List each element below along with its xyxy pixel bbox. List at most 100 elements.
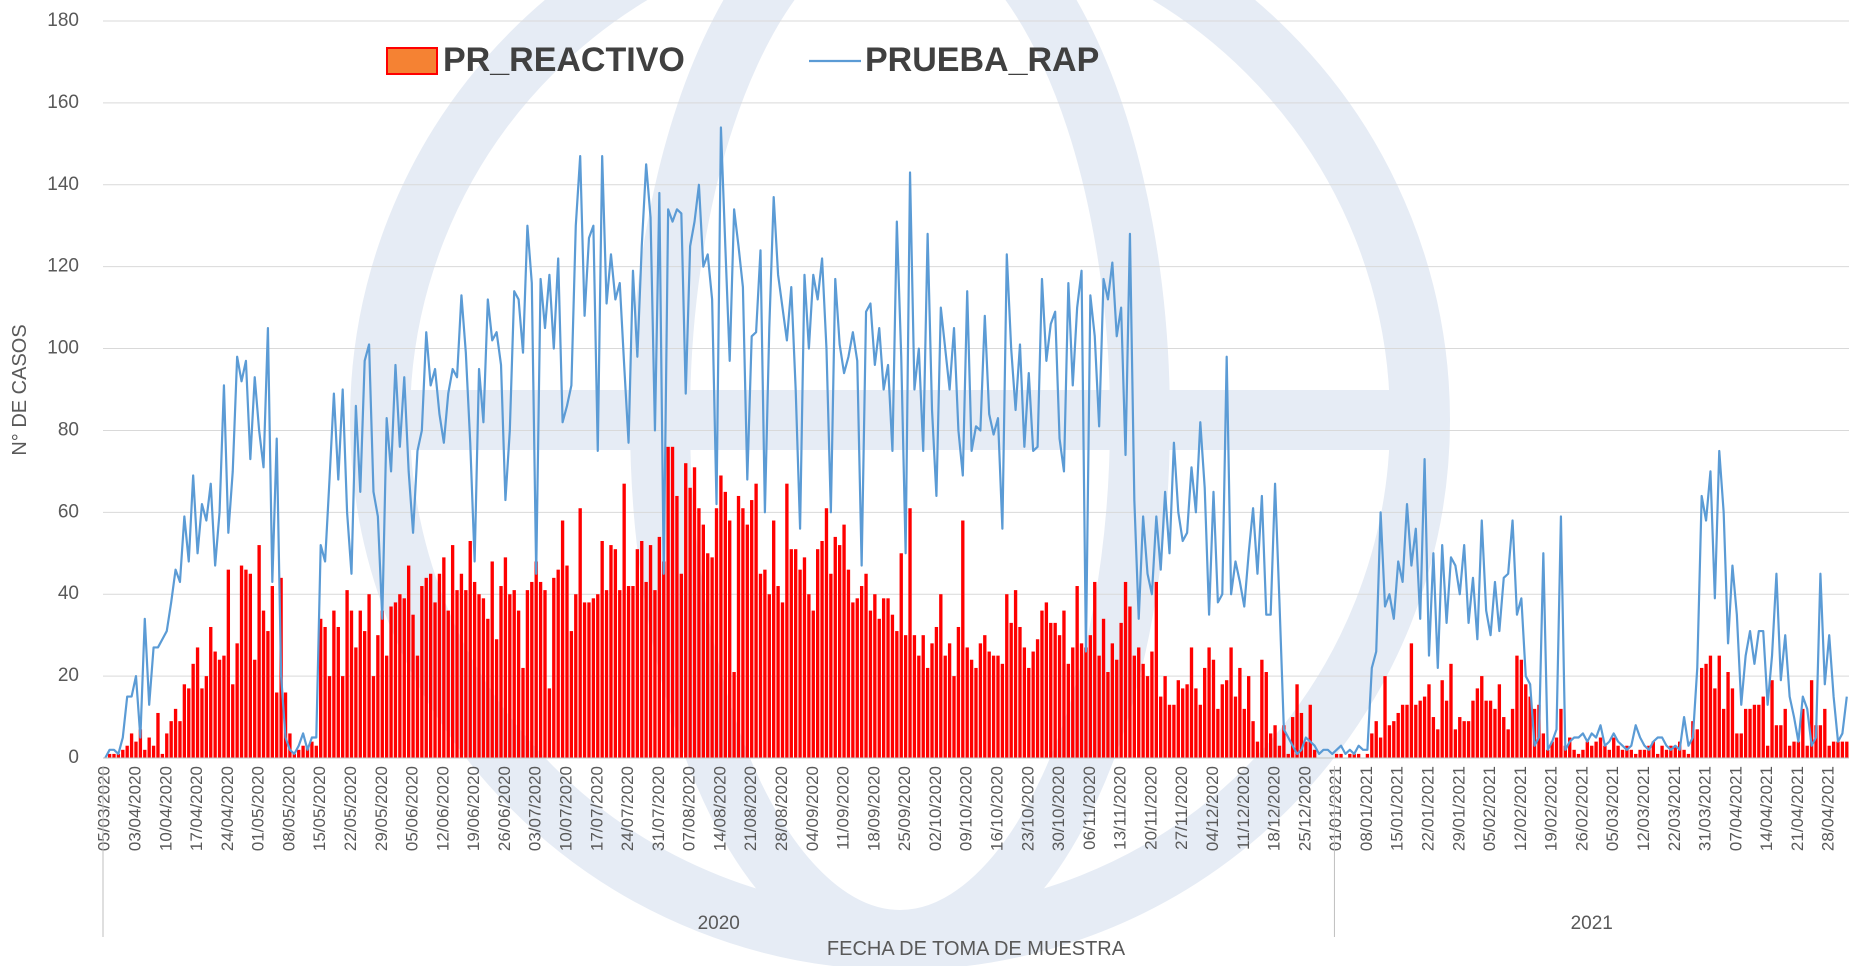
bar: [112, 753, 116, 758]
bar: [996, 655, 1000, 758]
bar: [1757, 704, 1761, 758]
bar: [1022, 647, 1027, 758]
x-tick-label: 29/01/2021: [1449, 766, 1468, 851]
x-tick-label: 28/08/2020: [772, 766, 791, 851]
bar: [1726, 672, 1730, 758]
bar: [613, 549, 618, 758]
bar: [1484, 700, 1488, 758]
bar: [780, 602, 785, 758]
bar: [525, 590, 530, 758]
bar: [1717, 655, 1721, 758]
bar: [846, 569, 851, 758]
bar: [1189, 647, 1194, 758]
bar: [1071, 647, 1075, 758]
bar: [380, 610, 384, 758]
x-tick-label: 07/04/2021: [1726, 766, 1745, 851]
bar: [354, 647, 358, 758]
bar: [204, 676, 209, 758]
bar: [1739, 733, 1743, 758]
x-tick-label: 05/03/2021: [1603, 766, 1622, 851]
bar: [1268, 733, 1273, 758]
bar: [1805, 745, 1809, 758]
bar: [200, 688, 204, 758]
bar: [512, 590, 516, 758]
bar: [420, 586, 424, 758]
bar: [323, 626, 327, 758]
x-tick-label: 21/04/2021: [1788, 766, 1807, 851]
bar: [723, 491, 727, 758]
bar: [820, 540, 824, 758]
x-tick-label: 22/05/2020: [341, 766, 360, 851]
bar: [794, 549, 798, 758]
bar: [275, 692, 279, 758]
bar: [1629, 749, 1633, 758]
x-tick-label: 15/01/2021: [1388, 766, 1407, 851]
bar: [1123, 581, 1128, 758]
bar: [499, 586, 503, 758]
bar: [934, 626, 939, 758]
bar: [1000, 663, 1005, 758]
bar: [1057, 635, 1062, 758]
bar: [741, 508, 745, 758]
bar: [358, 610, 362, 758]
bar: [450, 545, 455, 758]
bar: [1211, 659, 1216, 758]
x-tick-label: 11/09/2020: [834, 766, 853, 850]
bar: [956, 626, 961, 758]
bar: [604, 590, 609, 758]
x-tick-label: 24/07/2020: [618, 766, 637, 851]
x-tick-label: 11/12/2020: [1234, 766, 1253, 850]
bar: [578, 508, 582, 758]
bar: [1119, 622, 1123, 758]
bar: [1018, 626, 1022, 758]
bar: [859, 586, 864, 758]
bar: [341, 676, 345, 758]
bar: [851, 602, 855, 758]
bar: [160, 753, 165, 758]
bar: [459, 573, 464, 758]
bar: [1273, 725, 1277, 758]
bar: [903, 635, 908, 758]
x-tick-label: 22/03/2021: [1665, 766, 1684, 851]
bar: [1581, 749, 1585, 758]
group-label: 2020: [698, 913, 740, 934]
bar: [1563, 745, 1568, 758]
bar: [591, 598, 596, 758]
bar: [1831, 741, 1836, 758]
legend-swatch: [386, 47, 438, 75]
bar: [1801, 708, 1805, 758]
y-tick-label: 40: [58, 583, 79, 604]
bar: [1743, 708, 1748, 758]
bar: [464, 590, 468, 758]
bar: [1247, 676, 1251, 758]
bar: [947, 643, 952, 758]
bar: [565, 565, 569, 758]
bar: [178, 721, 182, 758]
x-tick-label: 21/08/2020: [741, 766, 760, 851]
bar: [824, 508, 829, 758]
x-tick-label: 18/12/2020: [1265, 766, 1284, 851]
bar: [1840, 741, 1845, 758]
bar: [248, 573, 253, 758]
bar: [1488, 700, 1493, 758]
bar: [411, 614, 415, 758]
bar: [1154, 581, 1158, 758]
x-tick-label: 28/04/2021: [1819, 766, 1838, 851]
bar: [538, 581, 543, 758]
bar: [609, 545, 613, 758]
bar: [486, 618, 490, 758]
bar: [1524, 684, 1528, 758]
bar: [714, 508, 719, 758]
bar: [1598, 737, 1603, 758]
x-tick-label: 16/10/2020: [987, 766, 1006, 851]
bar: [789, 549, 793, 758]
bar: [1656, 753, 1660, 758]
bar: [1480, 676, 1484, 758]
bar: [494, 639, 499, 758]
bar: [807, 594, 811, 758]
bar: [877, 618, 881, 758]
bar: [1572, 749, 1576, 758]
bar: [895, 631, 899, 758]
bar: [147, 737, 151, 758]
